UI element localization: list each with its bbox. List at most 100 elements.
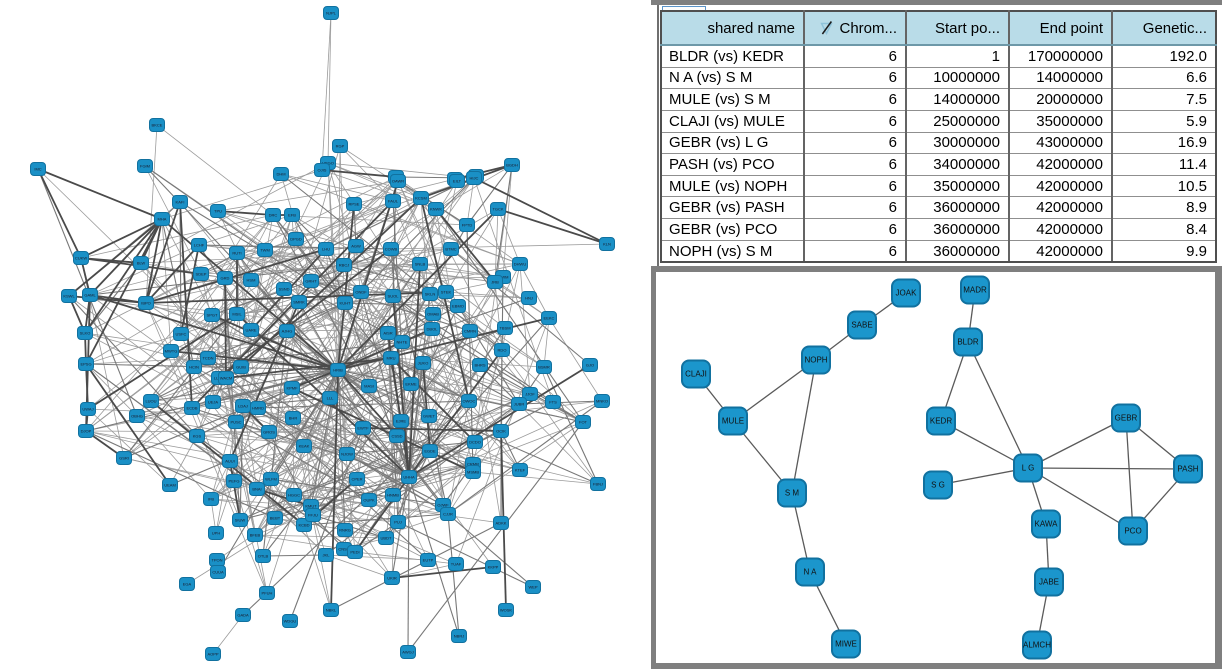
svg-text:OTLB: OTLB [258,554,269,559]
svg-text:LDAJ: LDAJ [238,404,248,409]
svg-text:WEP: WEP [528,585,537,590]
svg-text:GSRI: GSRI [119,456,129,461]
svg-text:EJRE: EJRE [396,419,407,424]
svg-text:NHTE: NHTE [397,340,408,345]
svg-text:KMUT: KMUT [305,504,317,509]
svg-text:EUTP: EUTP [423,558,434,563]
svg-text:UHHA: UHHA [403,475,415,480]
svg-text:MWTG: MWTG [165,349,178,354]
svg-text:SABE: SABE [851,321,872,330]
svg-text:SMRK: SMRK [293,300,305,305]
svg-text:CJJR: CJJR [443,512,453,517]
svg-text:HSM: HSM [247,278,256,283]
svg-text:KSWL: KSWL [63,294,75,299]
svg-text:UWAJ: UWAJ [82,407,93,412]
svg-text:CUKW: CUKW [75,256,87,261]
svg-text:AGW: AGW [351,244,361,249]
svg-text:FFJU: FFJU [308,513,318,518]
svg-text:S M: S M [785,489,800,498]
svg-text:TPU: TPU [214,209,222,214]
svg-text:EFB: EFB [288,213,296,218]
svg-text:TGCK: TGCK [492,207,503,212]
svg-text:CMRN: CMRN [464,329,476,334]
svg-text:UBDT: UBDT [381,536,392,541]
svg-text:CLAJI: CLAJI [685,370,707,379]
svg-text:HBGO: HBGO [322,161,334,166]
svg-text:IFB: IFB [208,497,215,502]
svg-text:BHR: BHR [289,416,298,421]
svg-text:SUOL: SUOL [388,294,400,299]
svg-text:AISR: AISR [383,331,392,336]
svg-text:OUPK: OUPK [363,498,375,503]
svg-text:TPON: TPON [211,558,222,563]
svg-text:CNSC: CNSC [338,547,349,552]
svg-text:OJIS: OJIS [318,168,327,173]
svg-text:LCHF: LCHF [194,243,205,248]
svg-text:PASH: PASH [1177,465,1198,474]
svg-text:MASI: MASI [364,384,374,389]
svg-text:AOPP: AOPP [207,652,218,657]
svg-text:RUTI: RUTI [232,251,241,256]
svg-text:PEFG: PEFG [229,479,240,484]
svg-text:EGA: EGA [183,582,192,587]
svg-text:EILT: EILT [453,179,462,184]
svg-text:MRU: MRU [386,356,395,361]
svg-text:BNAI: BNAI [252,487,261,492]
svg-text:NJOW: NJOW [341,452,353,457]
svg-text:GJO: GJO [586,363,594,368]
svg-text:WACM: WACM [220,376,233,381]
svg-text:KNWK: KNWK [430,207,442,212]
svg-text:KCSM: KCSM [415,196,427,201]
svg-text:KEDR: KEDR [930,417,952,426]
svg-text:HCIN: HCIN [189,365,199,370]
svg-text:L G: L G [1022,464,1035,473]
svg-text:NBKL: NBKL [326,608,337,613]
svg-text:FAUL: FAUL [388,199,399,204]
svg-text:ADKK: ADKK [496,521,507,526]
svg-text:SKLN: SKLN [425,292,436,297]
svg-text:RNRG: RNRG [339,528,351,533]
svg-text:MHA: MHA [158,217,167,222]
svg-text:ALMCH: ALMCH [1023,641,1051,650]
svg-text:AJHG: AJHG [282,329,293,334]
svg-text:HNMB: HNMB [387,493,399,498]
svg-text:OJWF: OJWF [437,503,449,508]
svg-text:PCO: PCO [1124,527,1141,536]
svg-text:AUUI: AUUI [225,459,235,464]
svg-text:WLFM: WLFM [265,477,277,482]
svg-text:FBNJ: FBNJ [593,482,603,487]
svg-text:BGDH: BGDH [506,163,518,168]
svg-text:EGDE: EGDE [424,449,436,454]
svg-text:DHM: DHM [276,172,285,177]
svg-text:NBRJ: NBRJ [454,634,464,639]
svg-text:RDO: RDO [498,348,507,353]
svg-text:TWM: TWM [260,248,270,253]
svg-text:KCBD: KCBD [298,523,309,528]
svg-text:OMAB: OMAB [427,312,439,317]
svg-text:DCDO: DCDO [469,440,481,445]
svg-text:FPTD: FPTD [462,223,473,228]
svg-text:KPMF: KPMF [286,386,298,391]
svg-text:WWM: WWM [498,275,509,280]
svg-text:BKCE: BKCE [152,123,163,128]
svg-text:ECDB: ECDB [186,406,197,411]
svg-text:AWGJ: AWGJ [402,650,413,655]
svg-text:MULE: MULE [722,417,744,426]
svg-text:PUSC: PUSC [230,420,241,425]
svg-text:TBSM: TBSM [499,326,510,331]
svg-text:JOAK: JOAK [896,289,918,298]
svg-text:WOSK: WOSK [500,608,513,613]
svg-text:BEBT: BEBT [270,516,281,521]
svg-text:SIUW: SIUW [235,518,246,523]
svg-text:JKL: JKL [323,553,331,558]
svg-text:WDGU: WDGU [284,619,297,624]
svg-text:UEAM: UEAM [164,483,176,488]
svg-text:MSIL: MSIL [232,312,242,317]
svg-text:KKPP: KKPP [488,565,499,570]
svg-text:SPGT: SPGT [207,313,218,318]
svg-text:BLW: BLW [137,261,146,266]
svg-text:CSSD: CSSD [391,434,402,439]
svg-text:DBOL: DBOL [427,327,439,332]
svg-text:EPSG: EPSG [80,362,91,367]
svg-text:GWET: GWET [423,414,436,419]
